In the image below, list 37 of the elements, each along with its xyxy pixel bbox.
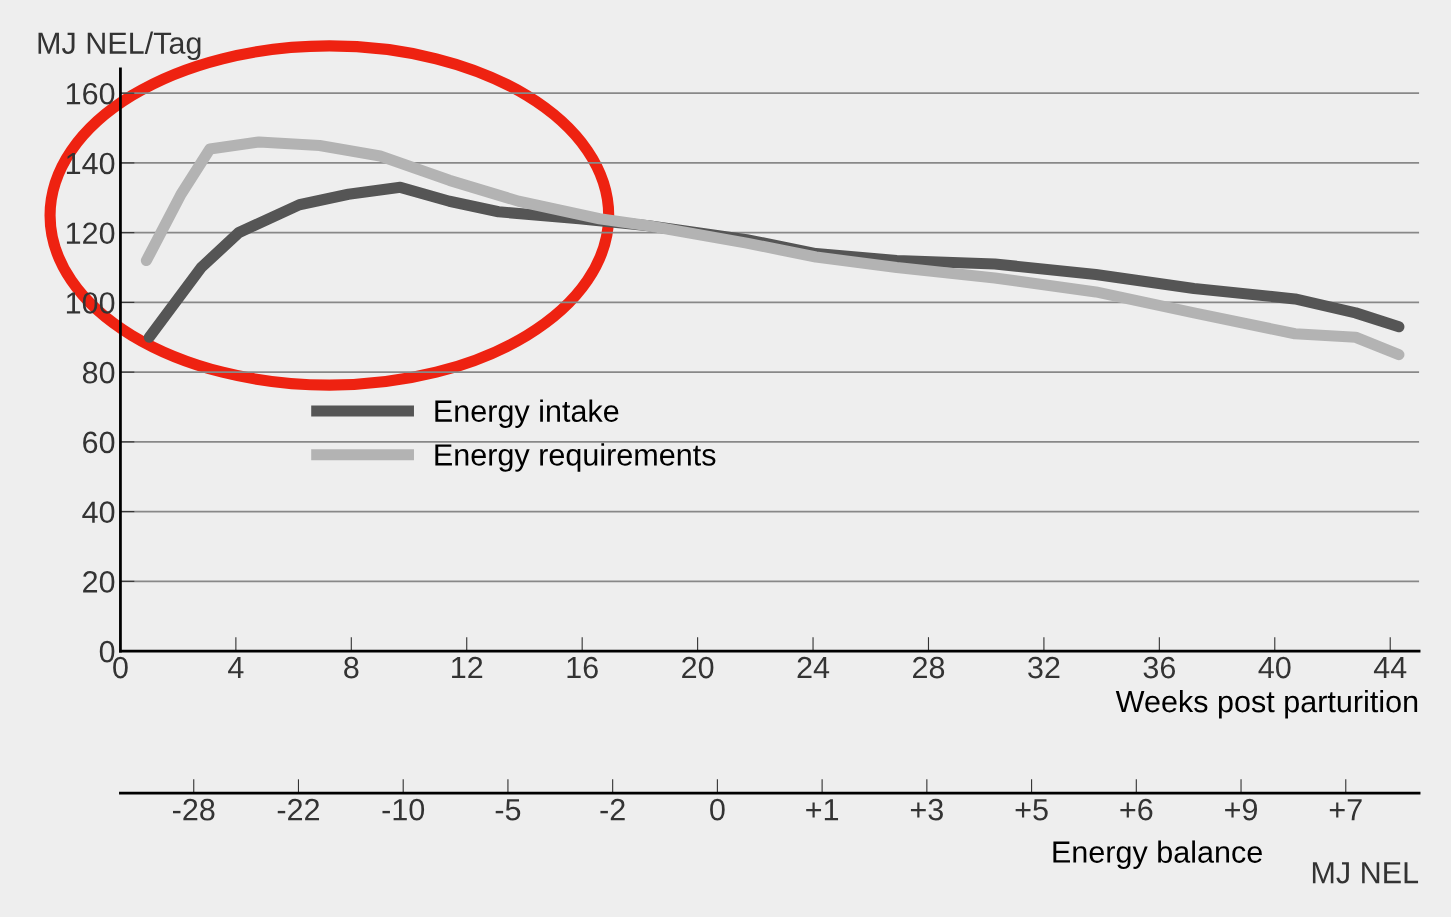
text: +7 — [1329, 799, 1362, 821]
text: MJ NEL — [1312, 862, 1419, 884]
x-tick-label: 32 — [1028, 656, 1060, 679]
x-tick-label: 20 — [682, 656, 714, 679]
y-tick-label: 80 — [82, 361, 115, 384]
x-tick-label: 28 — [913, 656, 945, 679]
text: +5 — [1015, 799, 1048, 821]
text: +3 — [910, 798, 943, 821]
y-tick-label: 60 — [83, 431, 115, 454]
x-tick-label: 36 — [1143, 656, 1175, 679]
y-tick-label: 160 — [66, 82, 115, 105]
x-tick-label: 4 — [228, 657, 244, 679]
text: +9 — [1225, 798, 1258, 821]
x-tick-label: 8 — [344, 656, 359, 679]
y-axis-title: MJ NEL/Tag — [38, 31, 201, 61]
x-tick-label: 24 — [797, 656, 830, 679]
y-tick-label: 20 — [83, 571, 115, 593]
text: -2 — [600, 798, 625, 821]
text: 0 — [710, 798, 725, 821]
y-tick-label: 140 — [66, 152, 115, 175]
y-tick-label: 0 — [99, 640, 115, 663]
text: -10 — [382, 798, 425, 821]
y-tick-label: 120 — [66, 222, 115, 245]
text: -22 — [277, 798, 320, 821]
x-tick-label: 12 — [452, 656, 483, 679]
legend-label: Energy intake — [435, 399, 619, 428]
x2-axis-title: Energy balance — [1053, 840, 1262, 869]
x-tick-label: 44 — [1373, 657, 1407, 679]
text: +1 — [806, 799, 839, 821]
text: -5 — [495, 799, 521, 821]
x-tick-label: 40 — [1258, 656, 1291, 679]
text: +6 — [1120, 798, 1153, 821]
y-tick-label: 40 — [82, 501, 115, 523]
x-axis-title: Weeks post parturition — [1115, 689, 1418, 719]
x-tick-label: 16 — [567, 656, 598, 679]
legend-label: Energy requirements — [435, 443, 716, 472]
text: -28 — [173, 798, 215, 821]
